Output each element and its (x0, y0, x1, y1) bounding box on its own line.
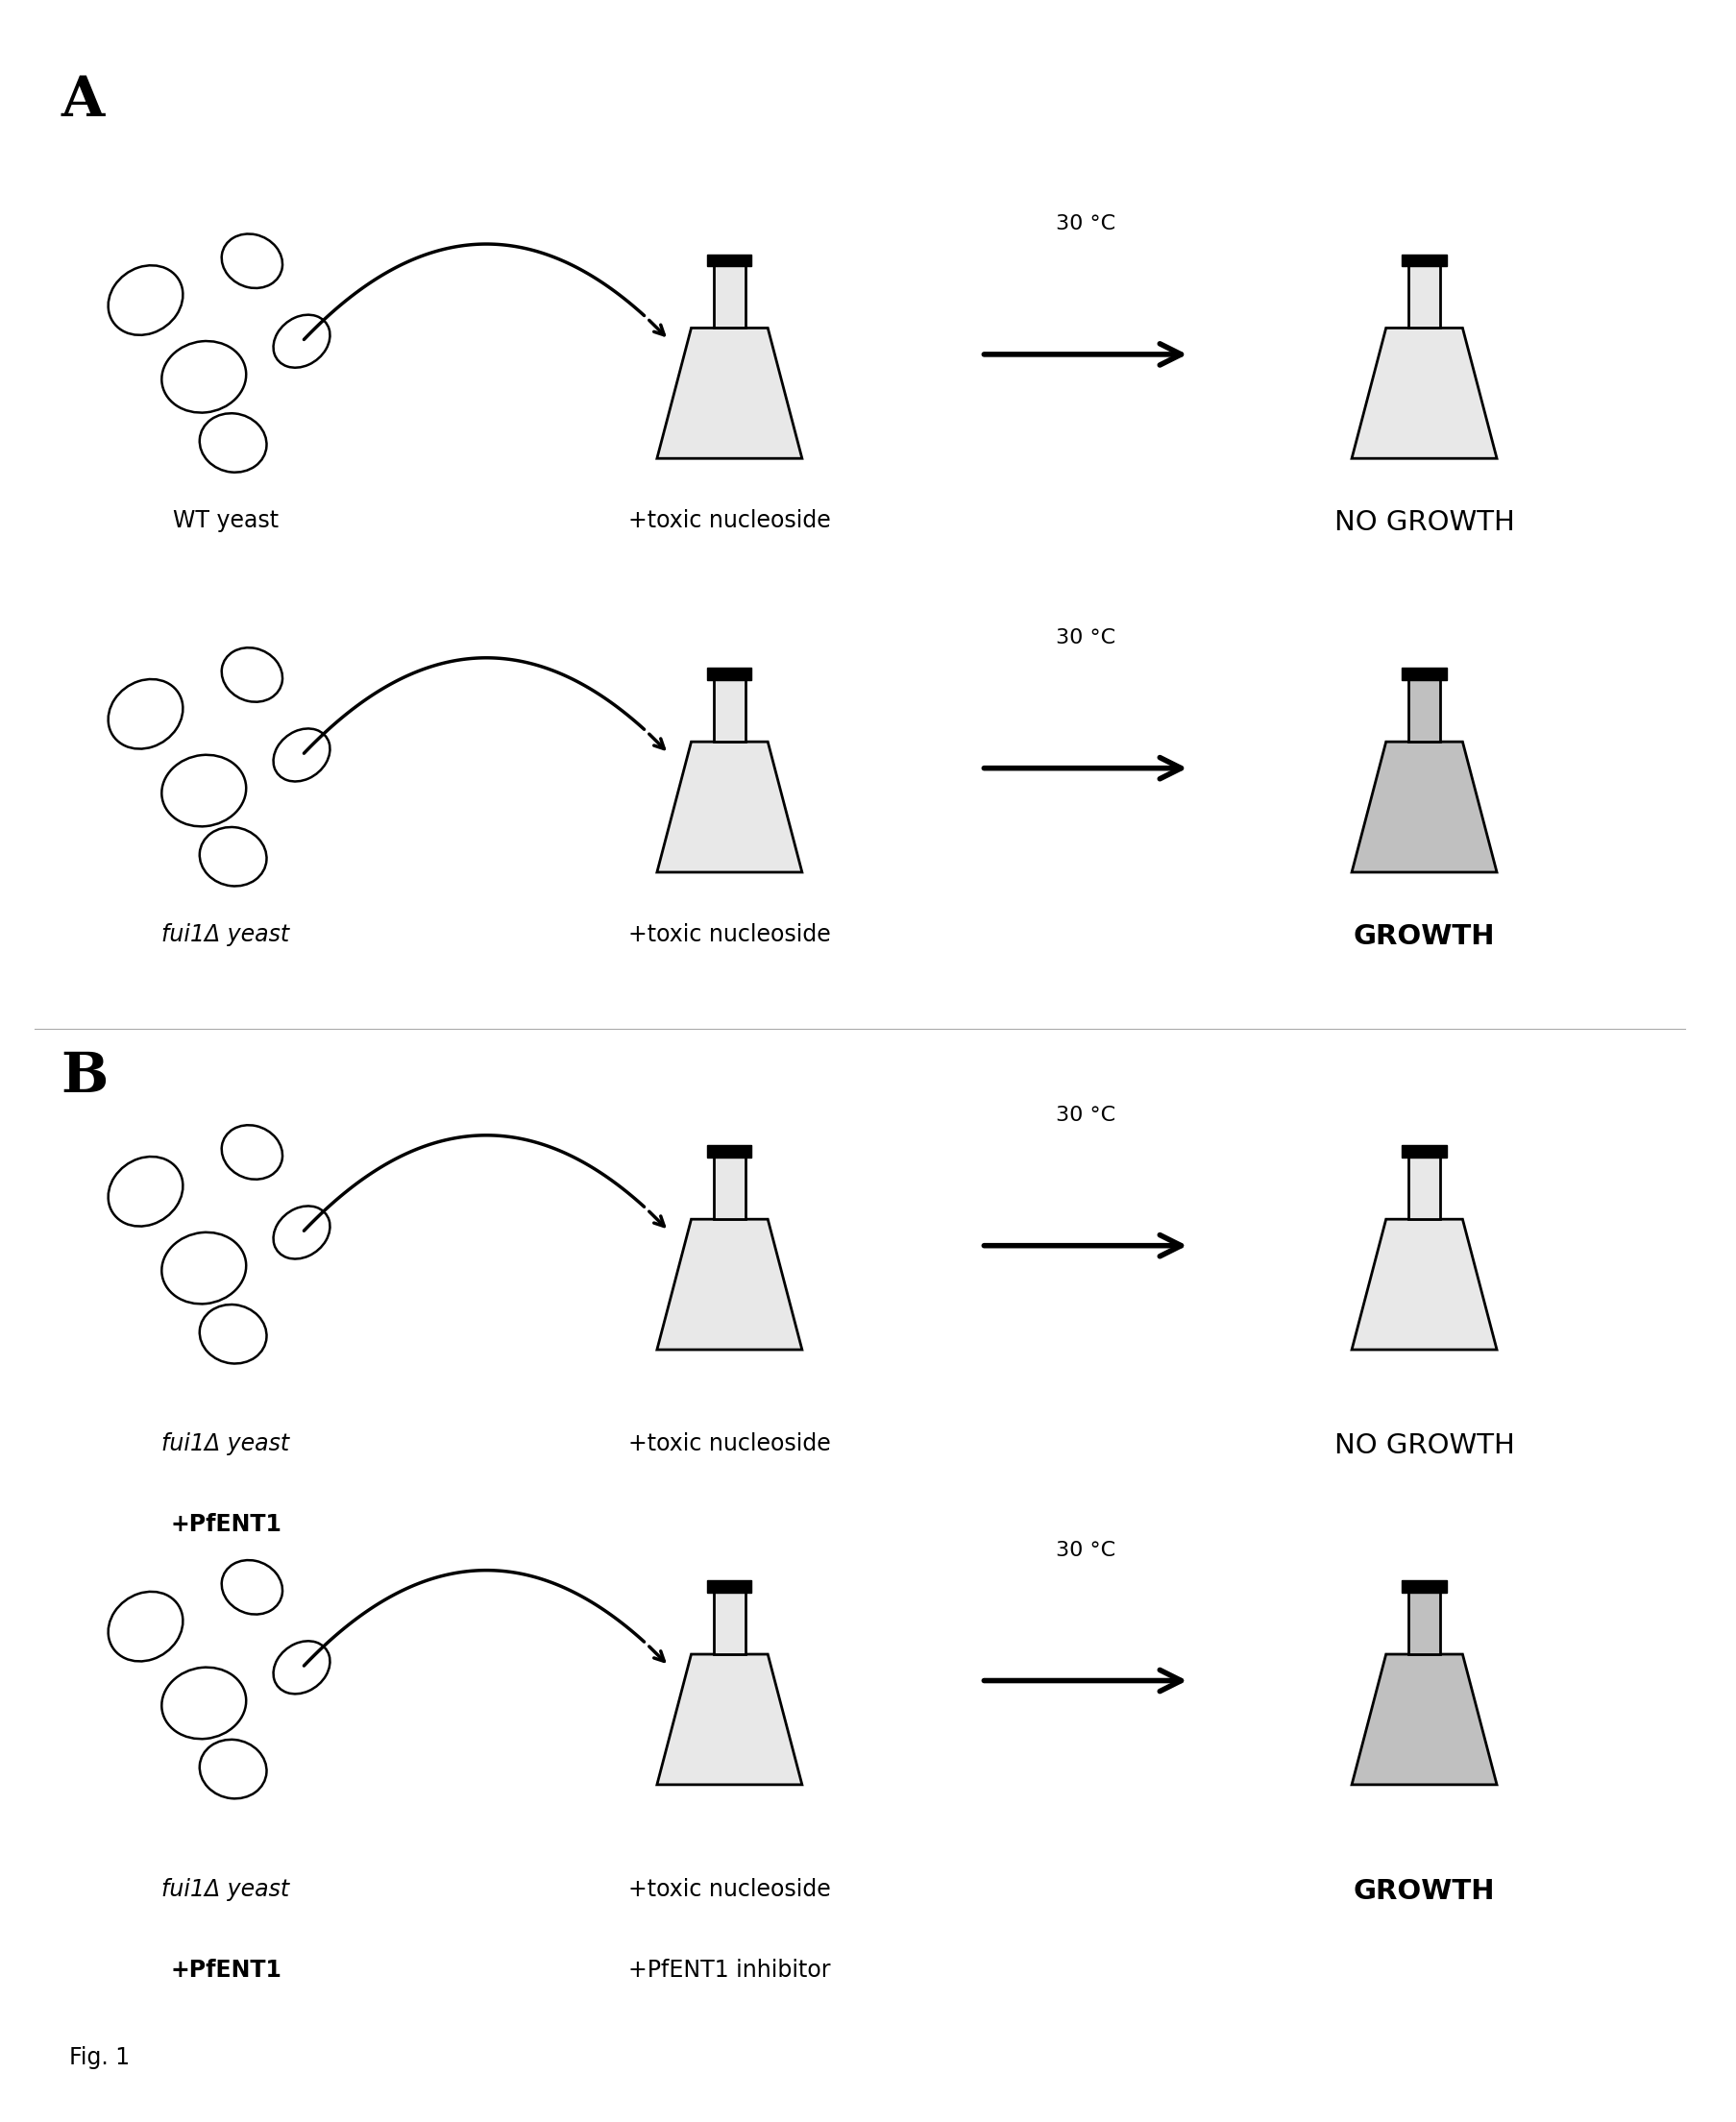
Text: fui1Δ yeast: fui1Δ yeast (161, 923, 290, 946)
Polygon shape (656, 329, 802, 458)
Bar (1401, 255, 1446, 267)
Ellipse shape (108, 679, 182, 749)
Text: +toxic nucleoside: +toxic nucleoside (628, 923, 830, 946)
Text: Fig. 1: Fig. 1 (69, 2046, 130, 2069)
Text: NO GROWTH: NO GROWTH (1333, 1432, 1514, 1460)
Text: NO GROWTH: NO GROWTH (1333, 509, 1514, 537)
Polygon shape (1351, 329, 1496, 458)
Text: WT yeast: WT yeast (174, 509, 278, 533)
Text: GROWTH: GROWTH (1352, 923, 1495, 951)
Text: 30 °C: 30 °C (1055, 1541, 1115, 1560)
Ellipse shape (273, 1205, 330, 1258)
Ellipse shape (273, 728, 330, 781)
Polygon shape (1408, 677, 1439, 743)
Bar (707, 668, 752, 681)
Polygon shape (1351, 743, 1496, 872)
Polygon shape (713, 1154, 745, 1220)
Text: 30 °C: 30 °C (1055, 214, 1115, 233)
Polygon shape (713, 263, 745, 329)
Polygon shape (656, 1655, 802, 1785)
Ellipse shape (161, 1668, 247, 1738)
Bar (1401, 668, 1446, 681)
Polygon shape (656, 743, 802, 872)
Text: +toxic nucleoside: +toxic nucleoside (628, 509, 830, 533)
Text: +PfENT1 inhibitor: +PfENT1 inhibitor (628, 1959, 830, 1982)
Ellipse shape (200, 414, 266, 473)
Bar (1401, 1146, 1446, 1159)
Text: +toxic nucleoside: +toxic nucleoside (628, 1432, 830, 1456)
Text: GROWTH: GROWTH (1352, 1878, 1495, 1906)
Text: +toxic nucleoside: +toxic nucleoside (628, 1878, 830, 1901)
Ellipse shape (200, 1305, 266, 1364)
Bar (707, 1146, 752, 1159)
Ellipse shape (161, 342, 247, 412)
Bar (1401, 1581, 1446, 1594)
Ellipse shape (273, 314, 330, 367)
Ellipse shape (222, 233, 283, 289)
Polygon shape (1408, 263, 1439, 329)
Ellipse shape (273, 1640, 330, 1693)
Ellipse shape (222, 1560, 283, 1615)
Text: 30 °C: 30 °C (1055, 1106, 1115, 1125)
Text: +PfENT1: +PfENT1 (170, 1513, 281, 1536)
Ellipse shape (200, 1740, 266, 1799)
Text: A: A (61, 74, 104, 127)
Polygon shape (1351, 1655, 1496, 1785)
Text: 30 °C: 30 °C (1055, 628, 1115, 647)
Text: fui1Δ yeast: fui1Δ yeast (161, 1432, 290, 1456)
Ellipse shape (161, 755, 247, 825)
Bar (707, 255, 752, 267)
Ellipse shape (222, 1125, 283, 1180)
Text: B: B (61, 1050, 108, 1103)
Text: +PfENT1: +PfENT1 (170, 1959, 281, 1982)
Ellipse shape (108, 1156, 182, 1227)
Ellipse shape (108, 1592, 182, 1662)
Ellipse shape (222, 647, 283, 702)
Polygon shape (1351, 1220, 1496, 1350)
Text: fui1Δ yeast: fui1Δ yeast (161, 1878, 290, 1901)
Ellipse shape (200, 828, 266, 887)
Ellipse shape (161, 1233, 247, 1303)
Polygon shape (1408, 1589, 1439, 1655)
Polygon shape (713, 1589, 745, 1655)
Polygon shape (1408, 1154, 1439, 1220)
Polygon shape (656, 1220, 802, 1350)
Bar (707, 1581, 752, 1594)
Ellipse shape (108, 265, 182, 335)
Polygon shape (713, 677, 745, 743)
